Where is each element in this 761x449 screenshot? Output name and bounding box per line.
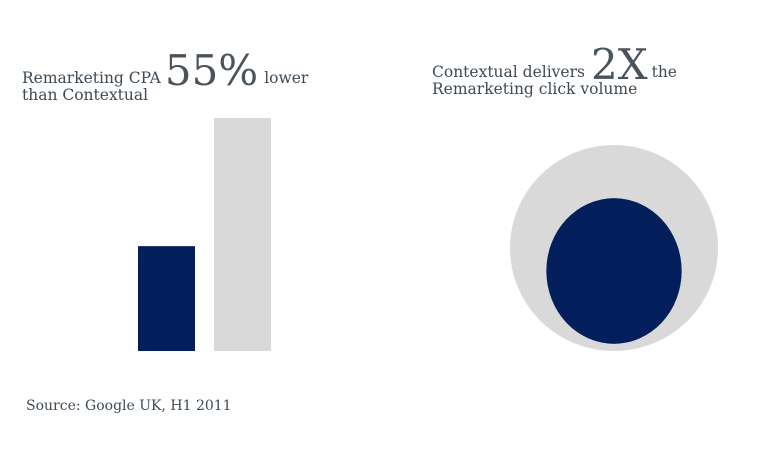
- left-headline: Remarketing CPA55% lower than Contextual: [22, 50, 308, 107]
- click-volume-highlight-value: 2X: [590, 40, 648, 89]
- right-headline-line2: Remarketing click volume: [432, 80, 638, 98]
- remarketing-cpa-bar: [138, 246, 195, 351]
- cpa-highlight-value: 55%: [164, 46, 259, 95]
- source-note: Source: Google UK, H1 2011: [26, 398, 232, 414]
- right-headline-prefix: Contextual delivers: [432, 63, 585, 81]
- contextual-cpa-bar: [214, 118, 271, 351]
- left-headline-line1: Remarketing CPA55% lower: [22, 50, 309, 92]
- right-headline: Contextual delivers 2X the Remarketing cli…: [432, 44, 677, 101]
- left-headline-suffix: lower: [264, 69, 309, 87]
- right-headline-line1: Contextual delivers 2X the: [432, 44, 677, 86]
- left-headline-prefix: Remarketing CPA: [22, 69, 161, 87]
- remarketing-clicks-bubble: [546, 198, 682, 344]
- right-headline-suffix: the: [651, 63, 677, 81]
- left-headline-line2: than Contextual: [22, 86, 149, 104]
